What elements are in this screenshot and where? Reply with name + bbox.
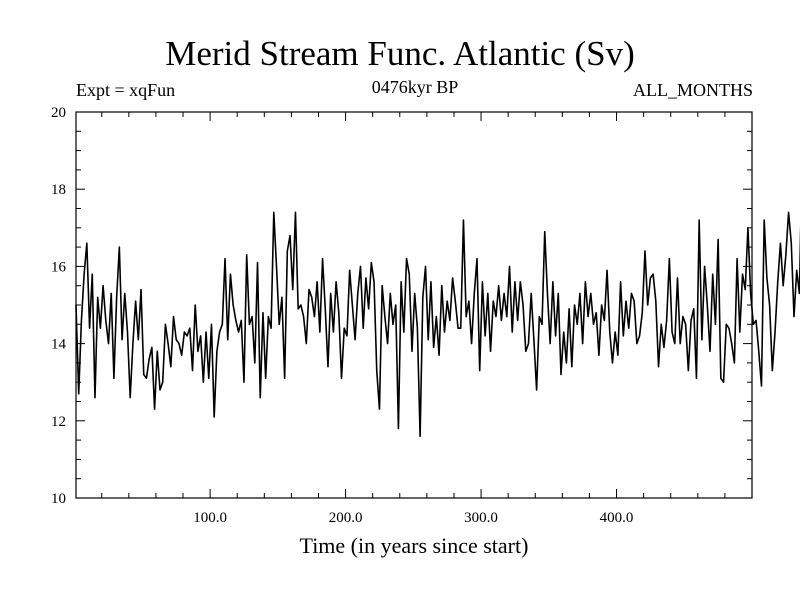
x-tick-label: 100.0 xyxy=(193,510,227,526)
plot-frame xyxy=(75,111,753,499)
y-tick-labels: 10 12 14 16 18 20 xyxy=(51,105,67,507)
x-axis-label: Time (in years since start) xyxy=(299,533,529,558)
y-tick-label: 12 xyxy=(51,414,66,430)
experiment-label: Expt = xqFun xyxy=(76,80,176,100)
chart-title: Merid Stream Func. Atlantic (Sv) xyxy=(165,34,635,73)
y-tick-label: 10 xyxy=(51,491,66,507)
y-tick-label: 16 xyxy=(51,259,67,275)
y-tick-label: 18 xyxy=(51,182,66,198)
y-tick-label: 14 xyxy=(51,337,67,353)
y-tick-label: 20 xyxy=(51,105,66,121)
series-line xyxy=(75,211,800,438)
x-tick-label: 300.0 xyxy=(464,510,498,526)
x-tick-label: 200.0 xyxy=(329,510,363,526)
period-label: 0476kyr BP xyxy=(371,77,459,97)
x-tick-labels: 100.0 200.0 300.0 400.0 xyxy=(193,510,633,526)
x-tick-label: 400.0 xyxy=(600,510,634,526)
months-label: ALL_MONTHS xyxy=(633,80,753,100)
